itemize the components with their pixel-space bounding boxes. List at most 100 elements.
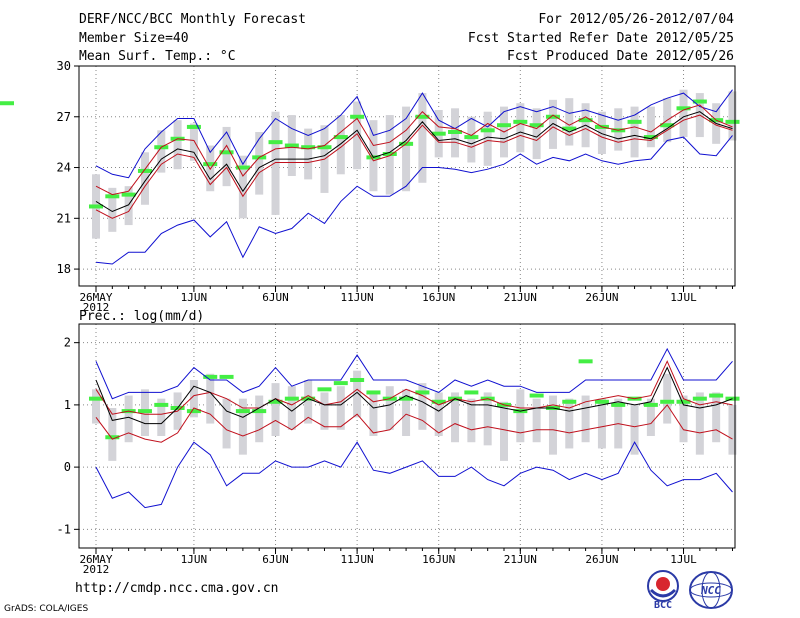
forecast-produced-label: Fcst Produced Date 2012/05/26 xyxy=(507,49,734,64)
spread-box xyxy=(222,126,231,187)
spread-box xyxy=(304,380,313,424)
median-mark xyxy=(464,390,479,395)
spread-box xyxy=(728,91,737,141)
median-mark xyxy=(415,114,430,119)
median-mark xyxy=(562,126,577,131)
median-mark xyxy=(448,130,463,134)
median-mark xyxy=(333,381,348,386)
spread-box xyxy=(679,89,688,138)
spread-box xyxy=(173,120,182,170)
y-tick-label: 2 xyxy=(64,336,71,350)
spread-box xyxy=(336,386,345,430)
spread-box xyxy=(597,111,606,154)
spread-box xyxy=(238,155,247,219)
median-mark xyxy=(350,378,365,382)
y-tick-label: 1 xyxy=(64,398,71,412)
median-mark xyxy=(513,119,528,124)
x-tick-label: 26JUN xyxy=(585,291,618,304)
series-line-lower xyxy=(95,404,733,443)
median-mark xyxy=(219,150,234,155)
median-mark xyxy=(105,435,120,440)
median-mark xyxy=(284,143,299,148)
x-tick-label: 1JUN xyxy=(181,553,208,566)
spread-box xyxy=(467,116,476,163)
plot-frame xyxy=(78,323,736,549)
spread-box xyxy=(532,108,541,160)
median-mark xyxy=(497,123,511,128)
median-mark xyxy=(594,399,609,404)
median-mark xyxy=(317,387,332,392)
temperature-panel: 18 21 24 27 30 26MAY 1JUN 6JUN 11JUN 16JUN 21JUN 26… xyxy=(0,59,740,314)
spread-box xyxy=(630,106,639,158)
x-tick-label: 26MAY xyxy=(79,291,112,304)
series-line-max xyxy=(95,347,733,400)
median-mark xyxy=(431,131,446,136)
median-mark xyxy=(660,123,675,128)
x-tick-label: 21JUN xyxy=(504,291,537,304)
median-mark xyxy=(415,390,430,395)
spread-box xyxy=(255,132,264,195)
spread-box xyxy=(255,395,264,443)
spread-box xyxy=(271,111,280,215)
precipitation-panel: Prec.: log(mm/d) -1 0 1 2 26MAY 1JUN 6JUN 11JUN 1… xyxy=(57,309,740,576)
spread-box xyxy=(418,383,427,430)
ncc-logo-text: NCC xyxy=(700,584,721,597)
spread-box xyxy=(92,389,100,424)
spread-box xyxy=(108,408,117,461)
median-mark xyxy=(268,399,283,404)
spread-box xyxy=(483,392,492,446)
spread-box xyxy=(238,398,247,455)
x-tick-label: 1JUL xyxy=(670,553,697,566)
spread-box xyxy=(581,395,590,443)
median-mark xyxy=(578,359,593,364)
forecast-period-label: For 2012/05/26-2012/07/04 xyxy=(538,12,734,27)
median-mark xyxy=(301,145,316,150)
series-line-mean xyxy=(95,366,733,425)
median-mark xyxy=(382,152,397,156)
series-line-lower xyxy=(95,114,733,219)
median-mark xyxy=(366,390,381,395)
spread-box xyxy=(500,401,508,461)
spread-box xyxy=(548,99,557,149)
spread-box xyxy=(353,101,362,170)
y-tick-label: 0 xyxy=(64,460,71,474)
spread-box xyxy=(369,392,378,436)
y-tick-label: 21 xyxy=(57,211,71,225)
y-tick-label: 27 xyxy=(57,110,71,124)
series-line-min xyxy=(95,135,733,265)
spread-box xyxy=(679,395,688,443)
grads-credit: GrADS: COLA/IGES xyxy=(4,604,89,614)
spread-box xyxy=(565,98,574,146)
median-mark xyxy=(333,135,348,140)
median-mark xyxy=(203,162,218,167)
median-mark xyxy=(137,409,152,414)
x-tick-label: 6JUN xyxy=(262,291,289,304)
x-year-label: 2012 xyxy=(83,563,110,576)
series-line-max xyxy=(95,89,733,179)
x-tick-label: 26JUN xyxy=(585,553,618,566)
spread-box xyxy=(304,128,313,180)
spread-box xyxy=(516,103,525,153)
spread-box xyxy=(189,380,198,418)
median-mark xyxy=(137,168,152,173)
spread-box xyxy=(124,186,133,226)
spread-box xyxy=(712,392,721,443)
series-line-upper xyxy=(95,104,733,196)
spread-box xyxy=(287,386,296,430)
source-url: http://cmdp.ncc.cma.gov.cn xyxy=(75,581,279,596)
spread-box xyxy=(467,398,476,443)
median-mark xyxy=(529,123,544,128)
member-size-label: Member Size=40 xyxy=(79,31,189,46)
median-mark xyxy=(692,99,707,104)
median-mark xyxy=(464,135,479,140)
spread-box xyxy=(157,130,166,173)
x-year-label: 2012 xyxy=(83,301,110,314)
series-line-upper xyxy=(95,360,733,415)
spread-box xyxy=(385,386,394,430)
x-tick-label: 16JUN xyxy=(422,553,455,566)
x-tick-label: 1JUL xyxy=(670,291,697,304)
median-mark xyxy=(252,409,267,414)
panel-title: Prec.: log(mm/d) xyxy=(79,309,204,324)
median-mark xyxy=(89,204,103,209)
